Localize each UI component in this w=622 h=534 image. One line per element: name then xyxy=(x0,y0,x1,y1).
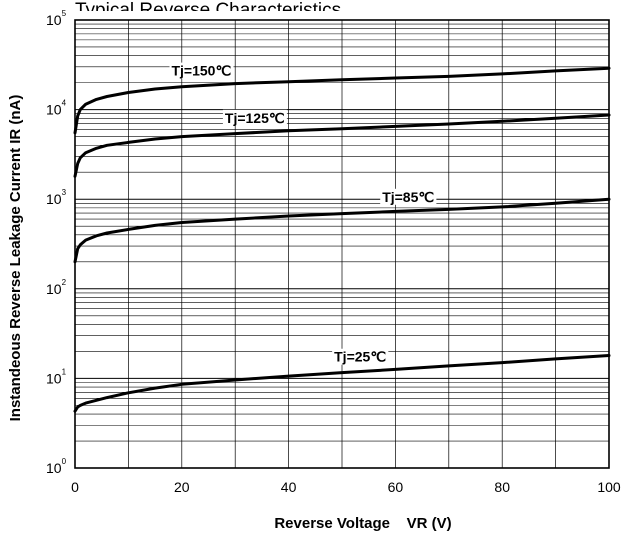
series-line-1 xyxy=(73,113,611,178)
series-label-0: Tj=150℃ xyxy=(171,63,231,79)
y-axis-title: Instandeous Reverse Leakage Current IR (… xyxy=(7,95,24,422)
x-tick-label: 80 xyxy=(494,479,510,495)
series-line-0 xyxy=(73,66,611,135)
series-label-1: Tj=125℃ xyxy=(225,110,285,126)
series-label-background xyxy=(222,109,287,126)
y-tick-label: 104 xyxy=(46,99,67,118)
x-axis-title: Reverse Voltage VR (V) xyxy=(274,515,451,532)
x-tick-label: 40 xyxy=(281,479,297,495)
series-label-3: Tj=25℃ xyxy=(334,349,386,365)
series-label-2: Tj=85℃ xyxy=(382,189,434,205)
series-labels: Tj=150℃ Tj=125℃ Tj=85℃ Tj=25℃ xyxy=(169,62,437,365)
series-label-background xyxy=(332,348,389,365)
y-tick-label: 105 xyxy=(46,9,67,28)
x-tick-label: 20 xyxy=(174,479,190,495)
y-tick-label: 103 xyxy=(46,188,67,207)
x-tick-label: 100 xyxy=(597,479,621,495)
series-label-background xyxy=(169,62,234,79)
x-tick-label: 60 xyxy=(388,479,404,495)
curves xyxy=(73,66,611,413)
grid xyxy=(75,19,609,468)
plot-frame xyxy=(74,19,610,469)
y-tick-label: 102 xyxy=(46,278,67,297)
y-tick-label: 101 xyxy=(46,367,67,386)
chart-title: Typical Reverse Characteristics xyxy=(75,0,341,21)
series-label-background xyxy=(380,188,437,205)
series-line-2 xyxy=(73,197,611,264)
y-tick-label: 100 xyxy=(46,457,67,476)
ticks: 0 20 40 60 80 100 100 101 102 103 104 105 xyxy=(46,9,621,495)
x-tick-label: 0 xyxy=(71,479,79,495)
series-line-3 xyxy=(73,354,611,413)
